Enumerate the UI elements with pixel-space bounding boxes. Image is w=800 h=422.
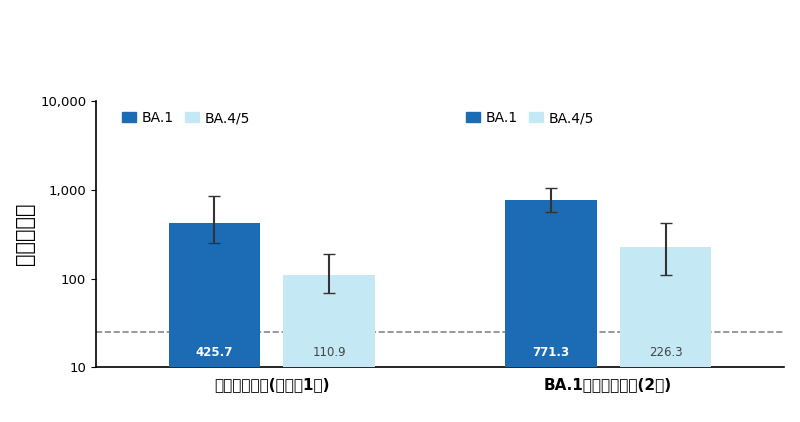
Bar [283, 275, 375, 422]
Text: 771.3: 771.3 [532, 346, 570, 359]
Y-axis label: 中和抗体価: 中和抗体価 [14, 203, 34, 265]
Bar [169, 223, 260, 422]
Bar [505, 200, 597, 422]
Text: 425.7: 425.7 [196, 346, 233, 359]
Text: 従来のmRNAワクチンとオミクロン株BA.1対応ワクチンの: 従来のmRNAワクチンとオミクロン株BA.1対応ワクチンの [225, 20, 575, 39]
Text: BA.1とBA.5に対する中和抗体の推移: BA.1とBA.5に対する中和抗体の推移 [283, 60, 517, 79]
Text: 226.3: 226.3 [649, 346, 682, 359]
Legend: BA.1, BA.4/5: BA.1, BA.4/5 [461, 106, 599, 131]
Text: 110.9: 110.9 [312, 346, 346, 359]
Bar [620, 247, 711, 422]
